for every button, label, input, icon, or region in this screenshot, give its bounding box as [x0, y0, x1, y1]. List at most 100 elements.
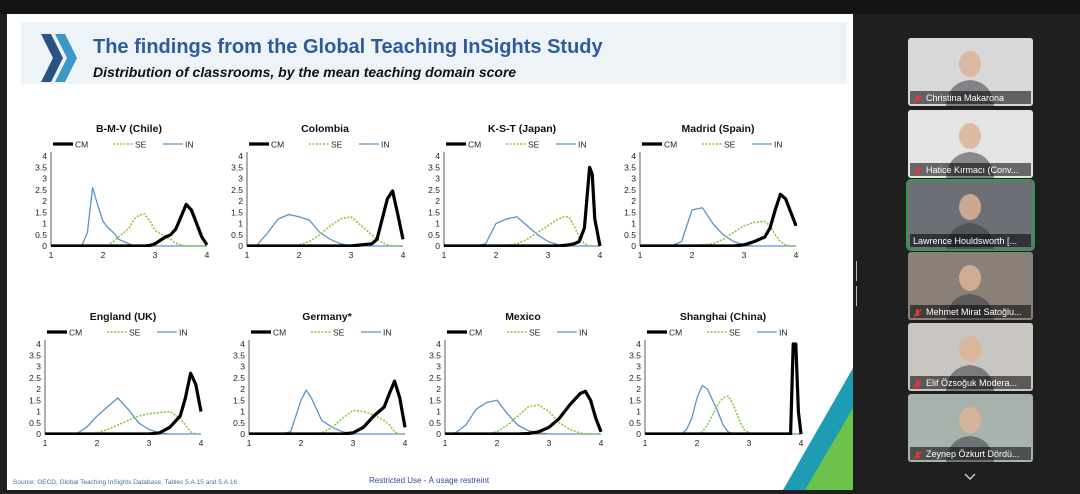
chart-title: Madrid (Spain) [682, 123, 755, 135]
y-tick-label: 0.5 [231, 230, 243, 240]
legend-label-in: IN [383, 328, 392, 338]
participant-tile[interactable]: Elif Özsoğuk Modera... [908, 323, 1033, 391]
x-tick-label: 3 [349, 250, 354, 260]
decorative-triangle [783, 368, 853, 490]
legend-label-se: SE [129, 328, 141, 338]
x-tick-label: 4 [599, 438, 604, 448]
series-line-se [645, 395, 801, 435]
series-line-se [445, 404, 601, 435]
x-tick-label: 2 [695, 438, 700, 448]
slide-header: The findings from the Global Teaching In… [21, 22, 847, 84]
legend-label-in: IN [381, 140, 390, 150]
y-tick-label: 0 [36, 429, 41, 439]
mic-muted-icon [912, 164, 923, 176]
y-tick-label: 3 [435, 174, 440, 184]
y-tick-label: 3 [436, 362, 441, 372]
y-tick-label: 0.5 [233, 418, 245, 428]
series-line-in [246, 213, 403, 247]
y-tick-label: 0 [636, 429, 641, 439]
mic-muted-icon [912, 448, 923, 460]
x-tick-label: 4 [598, 250, 603, 260]
y-tick-label: 0.5 [428, 230, 440, 240]
legend-label-se: SE [135, 140, 147, 150]
series-line-se [249, 409, 405, 435]
participant-tile[interactable]: Hatice Kırmacı (Conv... [908, 110, 1033, 178]
y-tick-label: 1 [631, 219, 636, 229]
y-tick-label: 3.5 [29, 350, 41, 360]
y-tick-label: 2.5 [231, 185, 243, 195]
legend-label-in: IN [779, 328, 788, 338]
participant-name-bar: Hatice Kırmacı (Conv... [910, 163, 1031, 176]
x-tick-label: 2 [299, 438, 304, 448]
x-tick-label: 2 [101, 250, 106, 260]
slide-subtitle: Distribution of classrooms, by the mean … [93, 64, 517, 80]
series-line-cm [640, 192, 798, 247]
y-tick-label: 1.5 [233, 395, 245, 405]
chart-kst-japan: K-S-T (Japan)00.511.522.533.541 2 3 4CM SE IN [428, 123, 603, 260]
y-tick-label: 1.5 [629, 395, 641, 405]
x-tick-label: 3 [147, 438, 152, 448]
x-tick-label: 2 [495, 438, 500, 448]
x-tick-label: 3 [153, 250, 158, 260]
series-line-in [51, 186, 207, 247]
chart-title: Mexico [505, 311, 541, 323]
x-tick-label: 1 [443, 438, 448, 448]
legend-label-se: SE [529, 328, 541, 338]
series-line-se [247, 216, 403, 247]
y-tick-label: 4 [631, 151, 636, 161]
legend-label-se: SE [331, 140, 343, 150]
legend-label-cm: CM [468, 140, 481, 150]
chevron-down-icon[interactable] [963, 472, 977, 482]
y-tick-label: 1 [435, 219, 440, 229]
series-line-cm [45, 371, 203, 435]
y-tick-label: 3 [636, 362, 641, 372]
x-tick-label: 2 [494, 250, 499, 260]
y-tick-label: 0 [240, 429, 245, 439]
y-tick-label: 3.5 [629, 350, 641, 360]
participant-name: Hatice Kırmacı (Conv... [926, 164, 1019, 175]
legend-label-cm: CM [271, 140, 284, 150]
y-tick-label: 0.5 [35, 230, 47, 240]
y-tick-label: 0.5 [429, 418, 441, 428]
y-tick-label: 2 [435, 196, 440, 206]
series-line-in [444, 399, 601, 435]
participant-name-bar: Christina Makarona [910, 91, 1031, 104]
y-tick-label: 0 [238, 241, 243, 251]
y-tick-label: 3 [238, 174, 243, 184]
slide-restricted-label: Restricted Use - À usage restreint [369, 476, 490, 485]
legend-label-in: IN [185, 140, 194, 150]
legend-label-cm: CM [664, 140, 677, 150]
legend-label-cm: CM [669, 328, 682, 338]
x-tick-label: 4 [199, 438, 204, 448]
x-tick-label: 1 [49, 250, 54, 260]
y-tick-label: 1.5 [428, 207, 440, 217]
y-tick-label: 3 [42, 174, 47, 184]
chart-shanghai-china: Shanghai (China)00.511.522.533.541 2 3 4CM S… [629, 311, 803, 448]
y-tick-label: 4 [238, 151, 243, 161]
participant-tile[interactable]: Lawrence Houldsworth [... [906, 179, 1035, 251]
participant-tile[interactable]: Mehmet Mirat Satoğlu... [908, 252, 1033, 320]
y-tick-label: 4 [42, 151, 47, 161]
y-tick-label: 1.5 [35, 207, 47, 217]
y-tick-label: 3.5 [35, 162, 47, 172]
legend-label-se: SE [528, 140, 540, 150]
y-tick-label: 0 [436, 429, 441, 439]
series-line-in [45, 397, 201, 435]
legend-label-cm: CM [69, 328, 82, 338]
chart-title: Germany* [302, 311, 353, 323]
x-tick-label: 2 [95, 438, 100, 448]
participant-tile[interactable]: Zeynep Özkurt Dördü... [908, 394, 1033, 462]
y-tick-label: 4 [435, 151, 440, 161]
y-tick-label: 1.5 [231, 207, 243, 217]
y-tick-label: 4 [436, 339, 441, 349]
legend-label-in: IN [179, 328, 188, 338]
participant-tile[interactable]: Christina Makarona [908, 38, 1033, 106]
participant-name-bar: Elif Özsoğuk Modera... [910, 376, 1031, 389]
series-line-cm [247, 189, 405, 247]
x-tick-label: 1 [247, 438, 252, 448]
panel-resize-handle[interactable] [856, 261, 860, 306]
y-tick-label: 1.5 [29, 395, 41, 405]
legend-label-cm: CM [75, 140, 88, 150]
legend-label-in: IN [579, 328, 588, 338]
